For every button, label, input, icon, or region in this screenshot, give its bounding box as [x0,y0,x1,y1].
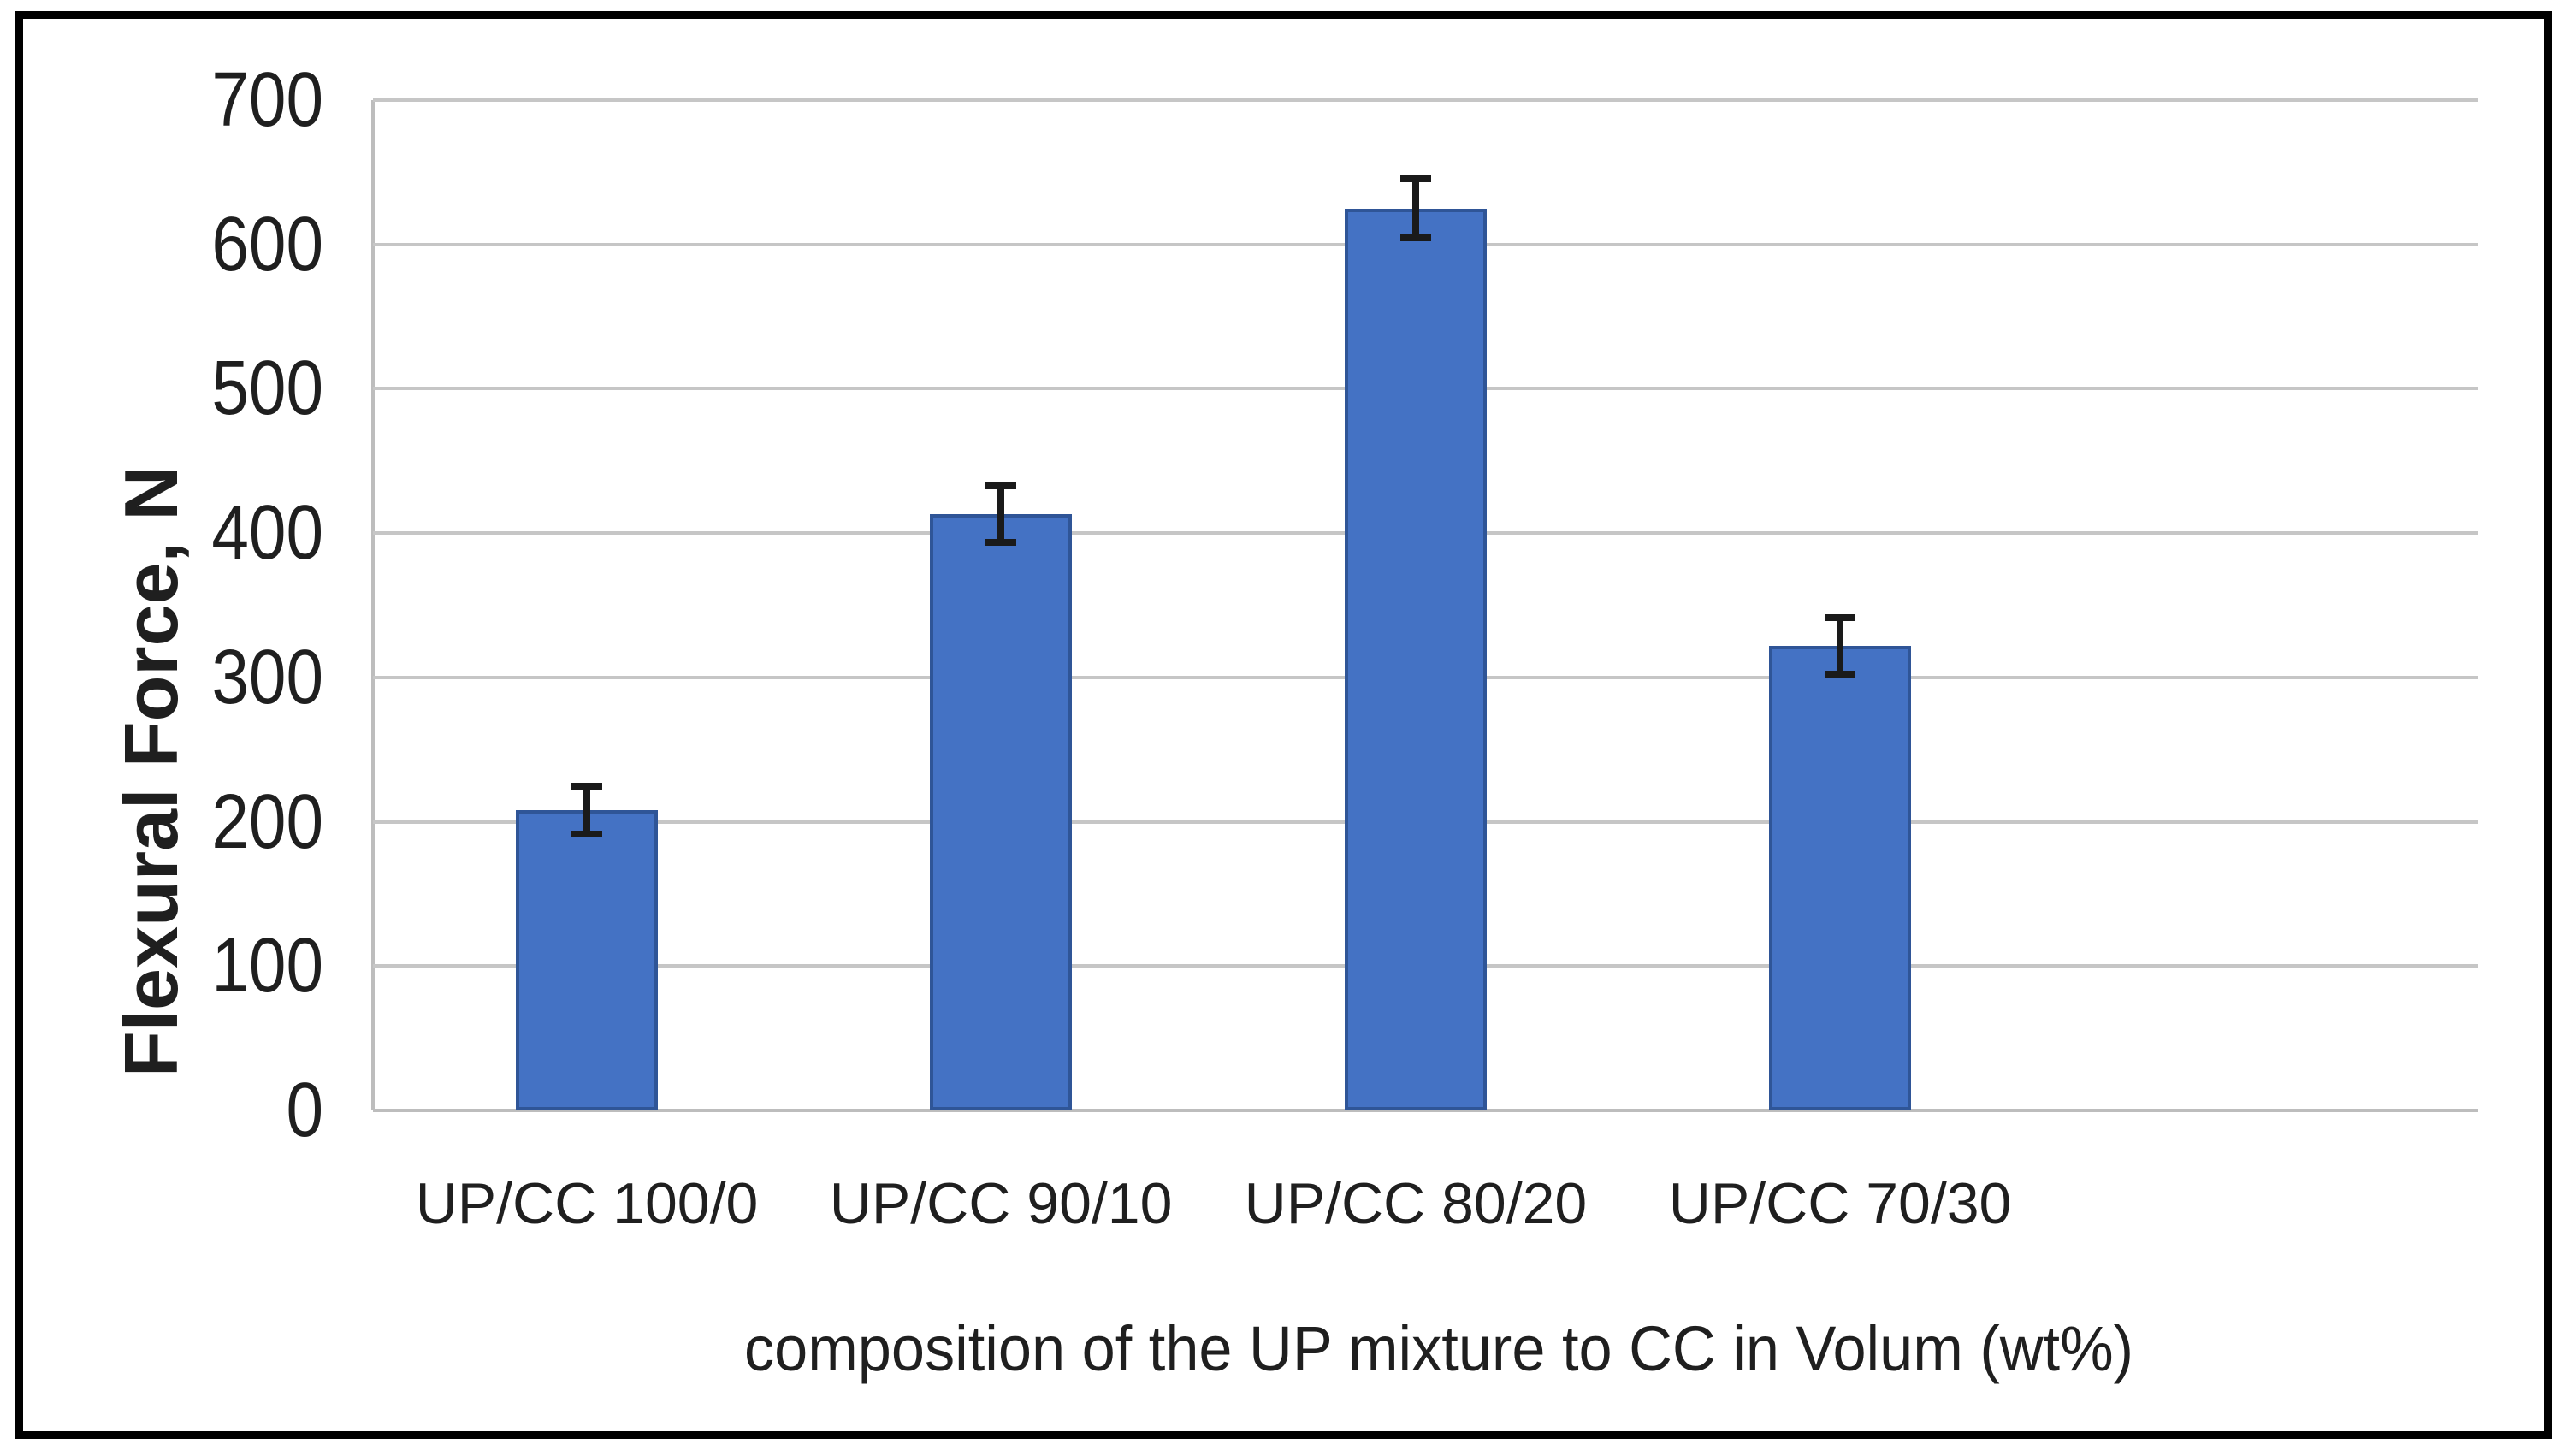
error-bar-cap-bottom [571,831,603,838]
error-bar-cap-bottom [985,539,1017,547]
y-tick-label: 400 [211,490,323,577]
x-tick-label: UP/CC 70/30 [1668,1171,2012,1236]
x-axis-title: composition of the UP mixture to CC in V… [743,1313,2133,1384]
y-tick-label: 500 [211,346,323,432]
error-bar-cap-top [571,783,603,790]
y-axis-line [371,100,375,1110]
error-bar-cap-top [985,482,1017,490]
error-bar-stem [1411,175,1419,242]
x-axis-line [373,1109,2478,1112]
error-bar-cap-top [1399,175,1431,182]
x-tick-label: UP/CC 90/10 [829,1171,1173,1236]
error-bar [1399,175,1431,242]
error-bar-stem [997,482,1005,547]
y-tick-label: 200 [211,778,323,865]
y-tick-label: 300 [211,634,323,720]
gridline [373,98,2478,102]
bar [516,810,659,1110]
error-bar-cap-top [1825,613,1856,621]
y-tick-label: 0 [286,1068,323,1153]
error-bar-cap-bottom [1399,234,1431,242]
y-tick-label: 600 [211,201,323,287]
error-bar-stem [583,783,591,838]
error-bar-cap-bottom [1825,670,1856,678]
error-bar [985,482,1017,547]
y-tick-label: 700 [211,57,323,143]
bar [1344,208,1487,1110]
x-tick-label: UP/CC 80/20 [1244,1171,1588,1236]
error-bar [1825,613,1856,678]
bar [1769,645,1912,1110]
error-bar-stem [1837,613,1844,678]
error-bar [571,783,603,838]
plot-area [371,98,2478,1112]
y-tick-label: 100 [211,923,323,1009]
x-tick-label: UP/CC 100/0 [415,1171,759,1236]
chart-frame: Flexural Force, N composition of the UP … [15,11,2552,1439]
bar [930,514,1073,1110]
